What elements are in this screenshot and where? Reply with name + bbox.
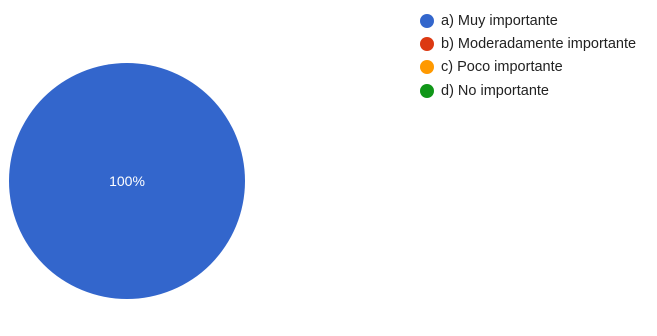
legend-item-2: b) Moderadamente importante [420,32,636,55]
legend-label-4: d) No importante [441,82,549,99]
chart-legend: a) Muy importante b) Moderadamente import… [420,9,636,102]
legend-item-3: c) Poco importante [420,56,636,79]
pie-slice-label-1: 100% [109,173,145,189]
legend-swatch-3 [420,60,434,75]
legend-swatch-1 [420,13,434,28]
legend-label-1: a) Muy importante [441,12,558,29]
pie-slice-1 [9,63,245,299]
legend-label-3: c) Poco importante [441,59,563,76]
legend-swatch-2 [420,36,434,51]
legend-label-2: b) Moderadamente importante [441,35,637,52]
legend-item-1: a) Muy importante [420,9,636,32]
legend-item-4: d) No importante [420,79,636,102]
pie-slices [9,63,245,299]
pie-slice-labels: 100% [109,173,145,189]
legend-swatch-4 [420,83,434,98]
